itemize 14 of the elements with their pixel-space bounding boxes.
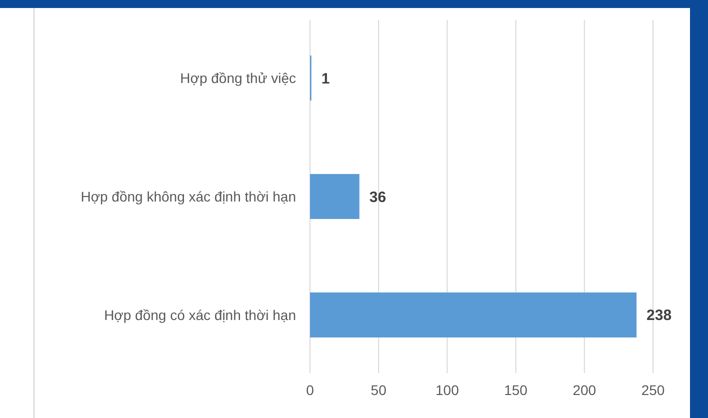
y-tick-label: Hợp đồng không xác định thời hạn	[80, 188, 296, 204]
x-tick-label: 50	[370, 382, 387, 398]
x-tick-label: 100	[436, 382, 460, 398]
x-tick-label: 150	[504, 382, 528, 398]
x-tick-label: 250	[641, 382, 665, 398]
x-tick-label: 0	[306, 382, 314, 398]
x-tick-label: 200	[572, 382, 596, 398]
bar	[310, 292, 637, 338]
data-label: 36	[369, 188, 386, 206]
data-label: 1	[321, 70, 330, 88]
bar	[310, 174, 360, 220]
data-label: 238	[646, 307, 672, 324]
y-tick-label: Hợp đồng thử việc	[180, 70, 296, 86]
y-tick-label: Hợp đồng có xác định thời hạn	[104, 306, 296, 323]
